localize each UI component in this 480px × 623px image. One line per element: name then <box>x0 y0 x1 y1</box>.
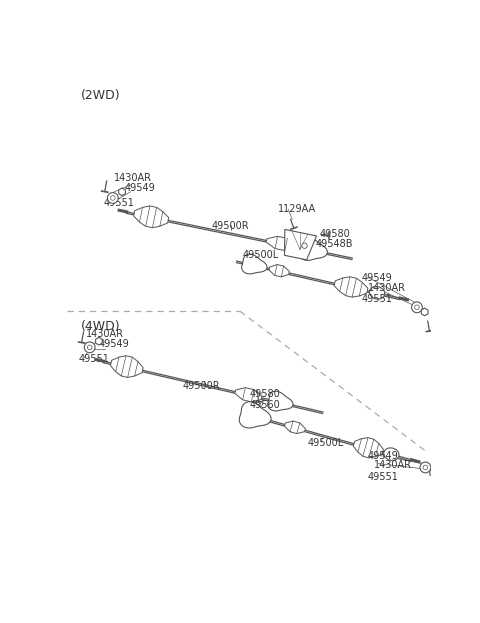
Text: 49551: 49551 <box>368 472 398 482</box>
Text: 49580: 49580 <box>250 389 281 399</box>
Text: 49500R: 49500R <box>211 221 249 231</box>
Circle shape <box>420 462 431 473</box>
Text: 49549: 49549 <box>124 183 155 193</box>
Text: 1430AR: 1430AR <box>114 173 152 183</box>
Text: 1430AR: 1430AR <box>374 460 412 470</box>
Text: (4WD): (4WD) <box>81 320 120 333</box>
Text: (2WD): (2WD) <box>81 88 120 102</box>
Polygon shape <box>235 388 262 402</box>
Text: 49560: 49560 <box>250 400 281 410</box>
Polygon shape <box>266 236 296 250</box>
Text: 49549: 49549 <box>98 339 129 349</box>
Circle shape <box>411 302 422 313</box>
Circle shape <box>84 342 95 353</box>
Text: 1430AR: 1430AR <box>368 283 406 293</box>
Polygon shape <box>430 469 436 477</box>
Circle shape <box>110 196 115 200</box>
Ellipse shape <box>384 448 399 460</box>
Text: 49549: 49549 <box>361 273 392 283</box>
Text: 49551: 49551 <box>78 353 109 363</box>
Polygon shape <box>334 277 368 297</box>
Text: 1129AA: 1129AA <box>278 204 316 214</box>
Polygon shape <box>239 402 271 428</box>
Text: 1430AR: 1430AR <box>86 329 124 339</box>
Polygon shape <box>133 206 168 228</box>
Text: 49551: 49551 <box>361 294 392 304</box>
Polygon shape <box>241 254 267 274</box>
Text: 49500R: 49500R <box>183 381 220 391</box>
Text: 49500L: 49500L <box>308 438 344 448</box>
Text: 49580: 49580 <box>319 229 350 239</box>
Circle shape <box>87 345 92 350</box>
Ellipse shape <box>370 287 385 299</box>
Circle shape <box>423 465 428 470</box>
Text: 49549: 49549 <box>368 450 398 460</box>
Circle shape <box>415 305 419 310</box>
Polygon shape <box>299 237 327 260</box>
Polygon shape <box>285 421 305 434</box>
Polygon shape <box>119 188 125 196</box>
Polygon shape <box>421 308 428 316</box>
Polygon shape <box>269 265 289 277</box>
Circle shape <box>302 243 307 249</box>
Polygon shape <box>96 337 102 345</box>
Text: 49500L: 49500L <box>242 250 278 260</box>
Text: 49551: 49551 <box>104 198 134 208</box>
Circle shape <box>108 193 118 203</box>
Text: 49548B: 49548B <box>315 239 353 249</box>
Polygon shape <box>285 229 316 260</box>
Polygon shape <box>268 391 293 411</box>
Polygon shape <box>353 437 384 458</box>
Polygon shape <box>110 356 143 378</box>
